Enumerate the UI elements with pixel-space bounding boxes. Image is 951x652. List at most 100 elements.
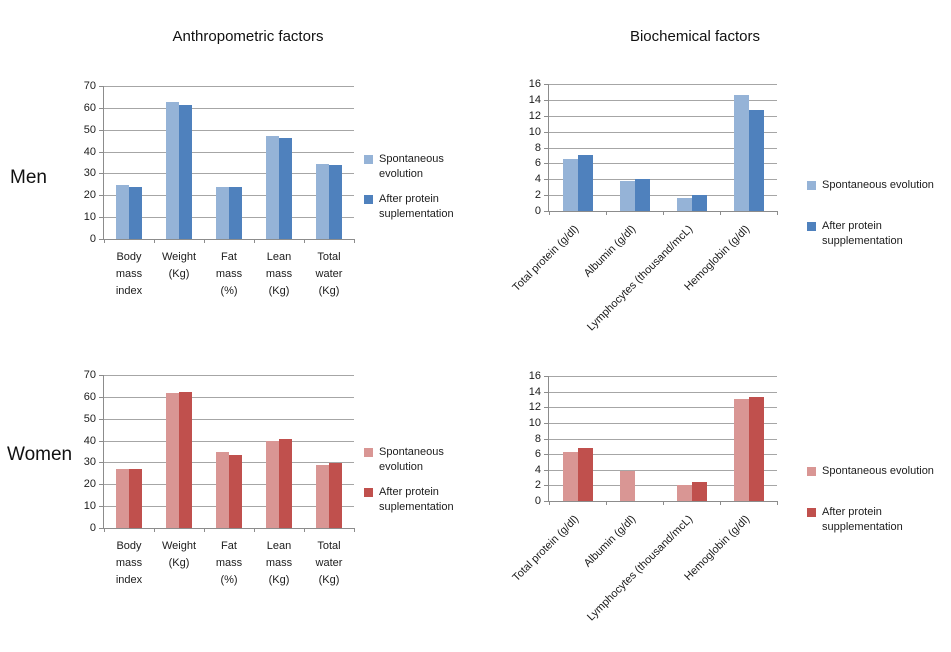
y-axis-tick xyxy=(99,195,104,196)
y-axis-tick-label: 16 xyxy=(528,370,541,382)
bar-spontaneous-evolution xyxy=(676,198,692,211)
bar-after-protein-suplementation xyxy=(129,468,142,528)
gridline xyxy=(104,108,354,109)
chart-men-biochemical: 0 2 4 6 8 10 12 14 16 Total protein (g/dl) Albumin… xyxy=(510,78,934,333)
x-axis-tick xyxy=(720,501,721,505)
y-axis-tick xyxy=(544,195,549,196)
x-axis-tick xyxy=(606,501,607,505)
gridline xyxy=(104,441,354,442)
legend: Spontaneous evolution After protein suppl… xyxy=(807,178,951,275)
y-axis-tick-label: 8 xyxy=(534,142,541,154)
bar-after-protein-suplementation xyxy=(229,186,242,239)
y-axis-tick-label: 8 xyxy=(534,433,541,445)
y-axis-tick-label: 60 xyxy=(83,391,96,403)
y-axis-tick xyxy=(99,419,104,420)
gridline xyxy=(549,195,777,196)
x-axis-label: Total water (Kg) xyxy=(315,540,343,586)
bar-spontaneous-evolution xyxy=(266,136,279,239)
gridline xyxy=(549,376,777,377)
x-axis-tick xyxy=(549,211,550,215)
y-axis-tick xyxy=(544,179,549,180)
y-axis-tick-label: 14 xyxy=(528,386,541,398)
bar-spontaneous-evolution xyxy=(562,451,578,501)
gridline xyxy=(549,454,777,455)
y-axis-tick xyxy=(99,217,104,218)
bar-spontaneous-evolution xyxy=(166,102,179,239)
x-axis-tick xyxy=(204,239,205,243)
legend-label: After protein suplementation xyxy=(379,193,454,220)
column-title-biochemical: Biochemical factors xyxy=(629,28,761,45)
legend-item: After protein supplementation xyxy=(807,219,951,249)
gridline xyxy=(549,439,777,440)
y-axis-tick-label: 50 xyxy=(83,124,96,136)
y-axis-tick xyxy=(99,462,104,463)
bar-spontaneous-evolution xyxy=(216,186,229,239)
x-axis-label: Weight (Kg) xyxy=(161,251,197,280)
y-axis-tick-label: 70 xyxy=(83,80,96,92)
y-axis-tick xyxy=(544,407,549,408)
y-axis-tick xyxy=(544,132,549,133)
x-axis-label: Lean mass (Kg) xyxy=(265,540,293,586)
legend-swatch xyxy=(807,222,816,231)
y-axis-tick-label: 70 xyxy=(83,369,96,381)
x-axis-tick xyxy=(254,239,255,243)
bar-spontaneous-evolution xyxy=(266,440,279,528)
bar-spontaneous-evolution xyxy=(316,163,329,239)
y-axis-tick xyxy=(544,376,549,377)
y-axis-tick-label: 2 xyxy=(534,479,541,491)
gridline xyxy=(549,392,777,393)
gridline xyxy=(549,423,777,424)
gridline xyxy=(549,485,777,486)
legend-label: Spontaneous evolution xyxy=(379,153,444,180)
y-axis-tick-label: 40 xyxy=(83,435,96,447)
y-axis-tick-label: 6 xyxy=(534,448,541,460)
y-axis-tick xyxy=(99,506,104,507)
bar-after-protein-supplementation xyxy=(577,155,593,211)
y-axis-tick xyxy=(544,392,549,393)
y-axis-tick-label: 10 xyxy=(83,211,96,223)
gridline xyxy=(549,407,777,408)
y-axis-tick xyxy=(99,130,104,131)
legend: Spontaneous evolution After protein suppl… xyxy=(807,464,951,561)
y-axis-tick xyxy=(544,454,549,455)
y-axis-tick-label: 40 xyxy=(83,146,96,158)
chart-men-anthropometric: 0 10 20 30 40 50 60 70 Body mass index Weight (Kg) Fa… xyxy=(84,80,454,297)
gridline xyxy=(549,132,777,133)
bar-spontaneous-evolution xyxy=(733,95,749,211)
bar-after-protein-suplementation xyxy=(179,392,192,528)
chart-women-biochemical: 0 2 4 6 8 10 12 14 16 Total protein (g/dl) Albumin… xyxy=(510,370,934,623)
y-axis-tick xyxy=(544,423,549,424)
gridline xyxy=(104,152,354,153)
x-axis-tick xyxy=(154,239,155,243)
gridline xyxy=(104,375,354,376)
y-axis-tick-label: 16 xyxy=(528,78,541,90)
y-axis-tick-label: 0 xyxy=(89,233,96,245)
legend-label: After protein supplementation xyxy=(822,506,903,533)
y-axis-tick xyxy=(99,152,104,153)
y-axis-tick-label: 60 xyxy=(83,102,96,114)
y-axis-tick-label: 30 xyxy=(83,167,96,179)
bar-after-protein-suplementation xyxy=(129,186,142,239)
bar-after-protein-suplementation xyxy=(179,105,192,239)
y-axis-tick xyxy=(544,485,549,486)
y-axis-tick-label: 0 xyxy=(89,522,96,534)
legend: Spontaneous evolution After protein suple… xyxy=(364,152,471,232)
chart-women-anthropometric: 0 10 20 30 40 50 60 70 Body mass index Weight (Kg) Fa… xyxy=(84,369,454,586)
gridline xyxy=(104,86,354,87)
y-axis-tick xyxy=(544,439,549,440)
bar-spontaneous-evolution xyxy=(619,180,635,211)
y-axis-tick xyxy=(99,441,104,442)
bar-after-protein-suplementation xyxy=(279,138,292,239)
y-axis-tick xyxy=(99,484,104,485)
x-axis-label: Body mass index xyxy=(115,251,143,297)
y-axis-tick-label: 14 xyxy=(528,94,541,106)
y-axis-tick xyxy=(544,211,549,212)
y-axis-tick xyxy=(544,501,549,502)
bar-spontaneous-evolution xyxy=(116,469,129,528)
gridline xyxy=(549,470,777,471)
legend-label: Spontaneous evolution xyxy=(822,179,934,191)
y-axis-tick-label: 10 xyxy=(83,500,96,512)
y-axis-tick xyxy=(544,148,549,149)
legend-item: Spontaneous evolution xyxy=(807,178,951,193)
